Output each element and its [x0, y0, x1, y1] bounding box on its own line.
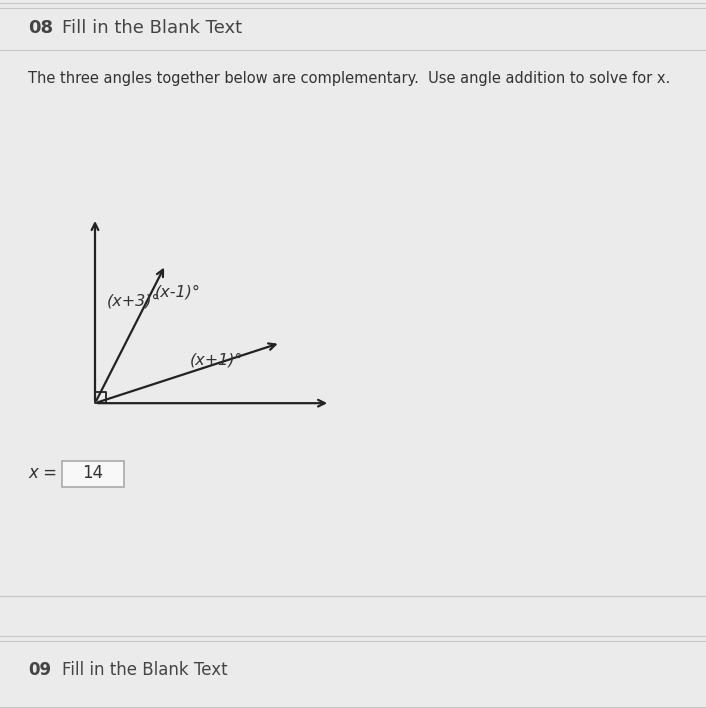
Text: 14: 14	[83, 464, 104, 482]
Text: The three angles together below are complementary.  Use angle addition to solve : The three angles together below are comp…	[28, 71, 670, 86]
Text: x =: x =	[28, 464, 57, 482]
FancyBboxPatch shape	[62, 461, 124, 487]
Text: Fill in the Blank Text: Fill in the Blank Text	[62, 19, 242, 37]
Text: Fill in the Blank Text: Fill in the Blank Text	[62, 661, 227, 679]
Text: (x-1)°: (x-1)°	[155, 284, 201, 299]
Text: (x+1)°: (x+1)°	[190, 353, 244, 367]
Text: 09: 09	[28, 661, 51, 679]
Text: (x+3)°: (x+3)°	[107, 294, 160, 309]
Text: 08: 08	[28, 19, 53, 37]
